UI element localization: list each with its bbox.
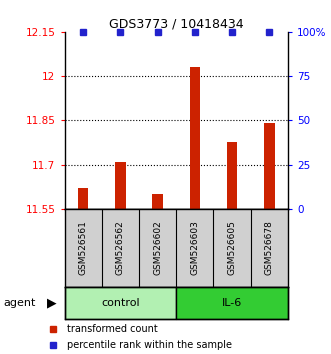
Bar: [65, 287, 176, 319]
Text: ▶: ▶: [46, 296, 56, 309]
Text: GSM526605: GSM526605: [228, 220, 237, 275]
Text: GSM526678: GSM526678: [265, 220, 274, 275]
Bar: [115, 162, 126, 209]
Bar: [190, 67, 200, 209]
Bar: [176, 287, 288, 319]
Bar: [152, 194, 163, 209]
Text: agent: agent: [3, 298, 36, 308]
Text: GSM526602: GSM526602: [153, 221, 162, 275]
Text: control: control: [101, 298, 140, 308]
Text: GSM526561: GSM526561: [79, 220, 88, 275]
Bar: [78, 188, 88, 209]
Text: percentile rank within the sample: percentile rank within the sample: [67, 340, 232, 350]
Bar: [227, 143, 237, 209]
Title: GDS3773 / 10418434: GDS3773 / 10418434: [109, 18, 244, 31]
Bar: [264, 123, 274, 209]
Text: transformed count: transformed count: [67, 324, 158, 334]
Text: GSM526603: GSM526603: [190, 220, 199, 275]
Text: GSM526562: GSM526562: [116, 221, 125, 275]
Text: IL-6: IL-6: [222, 298, 242, 308]
